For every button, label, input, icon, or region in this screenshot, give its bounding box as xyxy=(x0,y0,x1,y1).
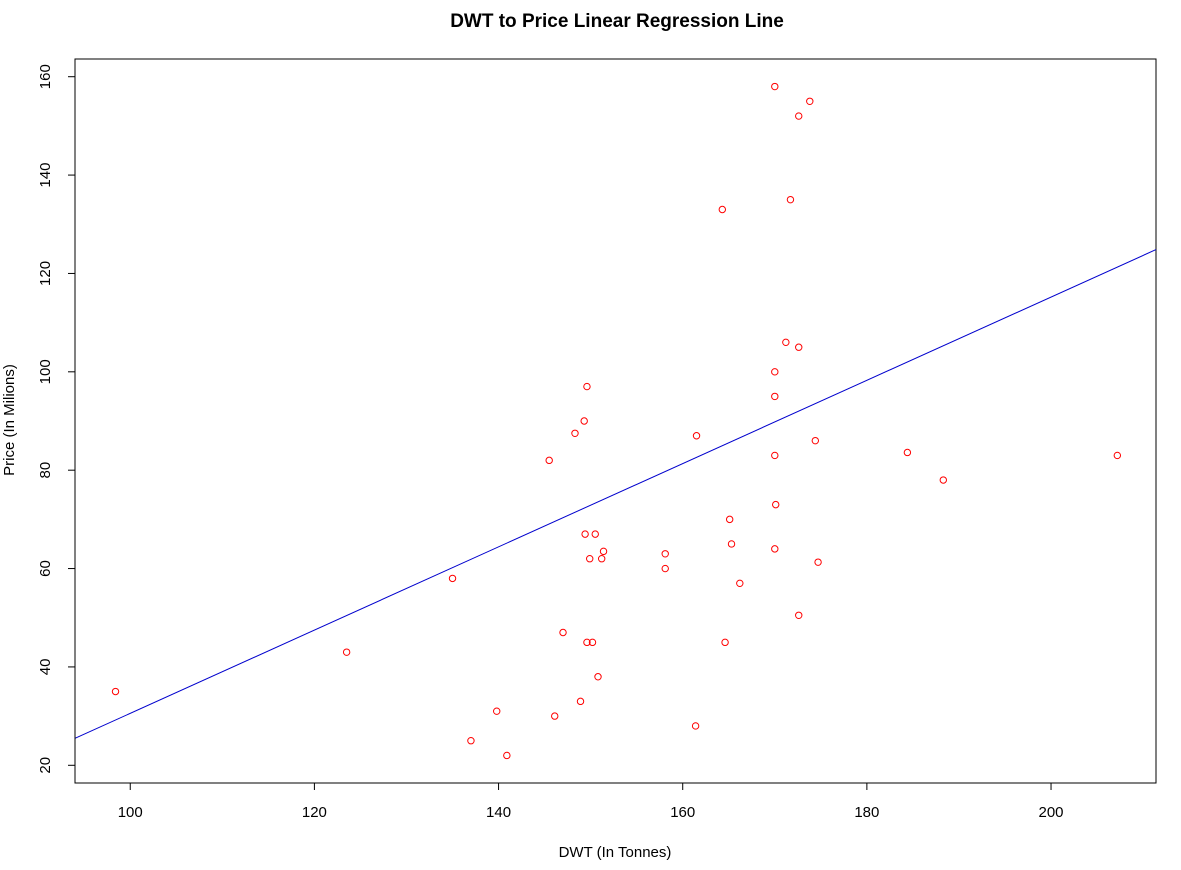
regression-layer xyxy=(74,249,1157,739)
data-point xyxy=(718,205,727,214)
data-point xyxy=(786,195,795,204)
y-axis: 20 40 60 80 100 120 140 160 xyxy=(37,64,76,774)
data-point xyxy=(571,429,579,437)
data-point xyxy=(493,707,501,715)
data-point xyxy=(725,515,734,524)
data-point xyxy=(795,112,803,120)
x-tick-label: 120 xyxy=(302,804,327,821)
x-axis: 100 120 140 160 180 200 xyxy=(118,782,1064,821)
data-point xyxy=(503,751,511,760)
data-point xyxy=(782,338,790,347)
data-point xyxy=(771,545,779,553)
data-point xyxy=(342,648,351,656)
data-point xyxy=(583,638,591,647)
data-point xyxy=(814,558,822,566)
data-point xyxy=(903,448,912,457)
x-tick-label: 160 xyxy=(670,804,695,821)
data-point xyxy=(467,737,475,745)
data-point xyxy=(795,611,803,619)
y-tick-label: 120 xyxy=(37,261,54,286)
data-point xyxy=(772,500,780,509)
x-tick-label: 100 xyxy=(118,804,143,821)
x-tick-label: 180 xyxy=(854,804,879,821)
data-point xyxy=(586,555,594,563)
data-point xyxy=(661,564,669,573)
data-point xyxy=(939,476,947,484)
chart-title: DWT to Price Linear Regression Line xyxy=(450,11,784,32)
x-axis-label: DWT (In Tonnes) xyxy=(559,844,672,861)
data-point xyxy=(597,555,606,563)
data-point xyxy=(580,417,588,425)
data-point xyxy=(692,432,701,440)
y-tick-label: 20 xyxy=(37,757,54,774)
data-point xyxy=(736,579,744,588)
y-tick-label: 100 xyxy=(37,359,54,384)
data-point xyxy=(727,540,736,548)
y-tick-label: 80 xyxy=(37,462,54,479)
data-point xyxy=(661,550,669,558)
data-point xyxy=(1113,451,1122,460)
x-tick-label: 140 xyxy=(486,804,511,821)
data-point xyxy=(771,82,779,91)
data-point xyxy=(811,436,820,445)
data-point xyxy=(721,638,729,647)
data-point xyxy=(111,687,120,696)
x-tick-label: 200 xyxy=(1039,804,1064,821)
data-point xyxy=(545,456,553,465)
data-point xyxy=(559,628,567,637)
data-point xyxy=(581,530,589,538)
y-tick-label: 40 xyxy=(37,659,54,676)
data-point xyxy=(599,547,608,556)
data-point xyxy=(795,343,803,351)
data-point xyxy=(588,638,597,647)
data-point xyxy=(771,392,779,401)
y-tick-label: 160 xyxy=(37,64,54,89)
data-point xyxy=(583,382,591,391)
y-axis-label: Price (In Milions) xyxy=(1,364,18,476)
data-point xyxy=(591,530,599,538)
data-point xyxy=(594,673,602,681)
data-point xyxy=(448,574,457,583)
data-point xyxy=(771,451,779,460)
y-tick-label: 60 xyxy=(37,560,54,577)
plot-frame xyxy=(74,58,1157,784)
y-tick-label: 140 xyxy=(37,163,54,188)
points-layer xyxy=(111,82,1122,760)
data-point xyxy=(551,712,559,720)
data-point xyxy=(771,368,779,376)
data-point xyxy=(806,97,814,105)
regression-line xyxy=(74,249,1157,739)
data-point xyxy=(576,697,585,706)
data-point xyxy=(691,722,700,730)
